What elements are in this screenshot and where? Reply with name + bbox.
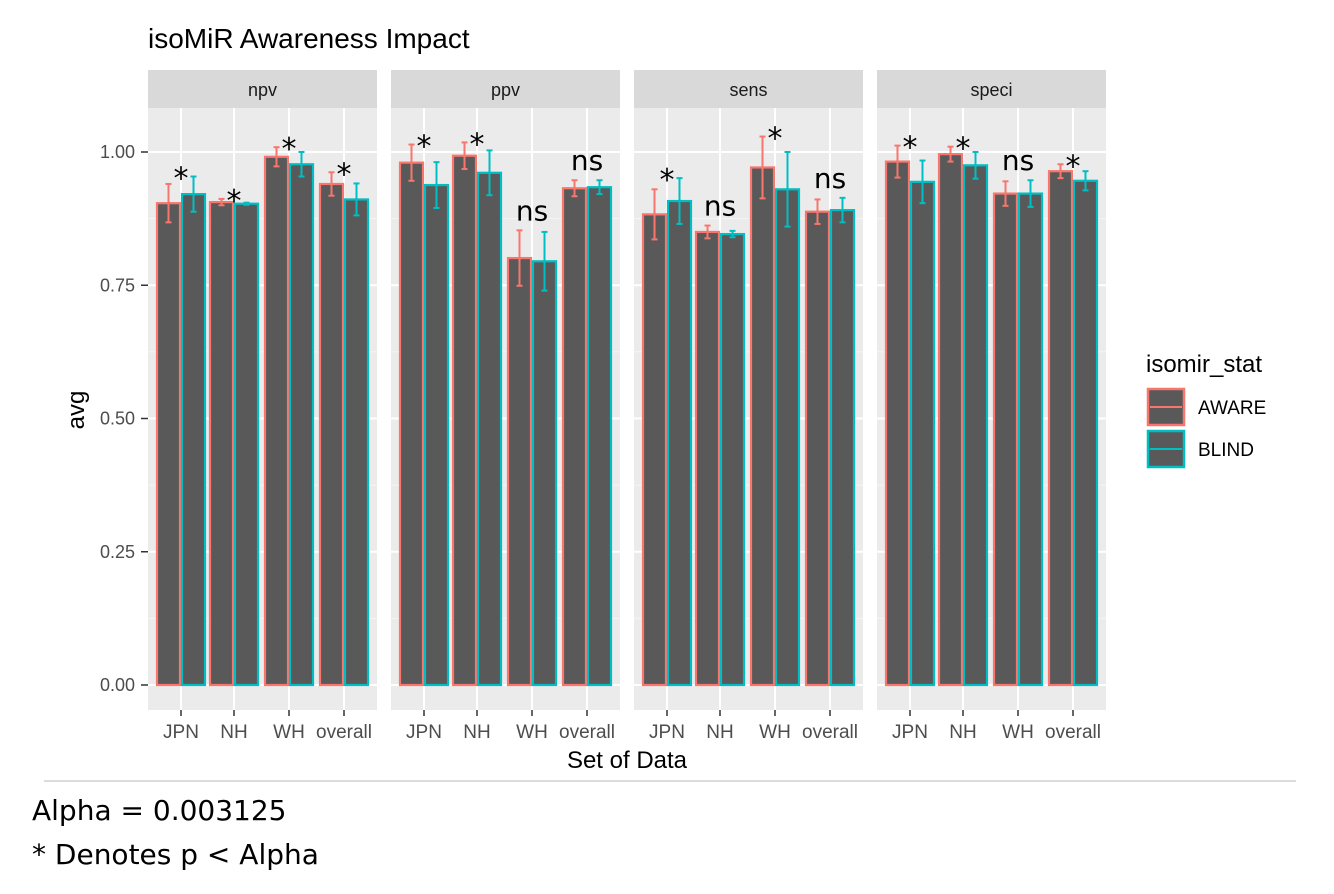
significance-note: * Denotes p < Alpha: [32, 838, 319, 871]
significance-label: ns: [571, 144, 603, 177]
bar-aware: [451, 154, 478, 687]
significance-label: *: [282, 132, 297, 167]
significance-label: *: [417, 130, 432, 165]
bar-blind: [666, 199, 693, 687]
bar-blind: [1072, 179, 1099, 687]
bar-aware: [641, 213, 668, 687]
significance-label: *: [470, 127, 485, 162]
bar-blind: [343, 198, 370, 687]
x-tick-label: WH: [516, 722, 548, 743]
x-tick-label: WH: [273, 722, 305, 743]
bar-blind: [719, 232, 746, 687]
significance-label: *: [1066, 149, 1081, 184]
x-tick-label: NH: [463, 722, 490, 743]
chart-title: isoMiR Awareness Impact: [148, 23, 470, 54]
bar-aware: [749, 166, 776, 687]
x-tick-label: overall: [559, 722, 615, 743]
bar-blind: [774, 188, 801, 687]
significance-label: *: [227, 184, 242, 219]
bar-aware: [937, 153, 964, 687]
bar-aware: [561, 187, 588, 687]
bar-aware: [992, 192, 1019, 687]
bar-aware: [263, 155, 290, 687]
bar-aware: [155, 202, 182, 687]
legend-entry-blind: BLIND: [1146, 429, 1254, 469]
bar-blind: [531, 260, 558, 687]
y-axis-title: avg: [63, 391, 90, 430]
significance-label: *: [768, 122, 783, 157]
y-tick-label: 0.25: [100, 542, 135, 562]
facet-strip-label: npv: [248, 80, 277, 100]
bar-aware: [398, 161, 425, 687]
y-tick-label: 1.00: [100, 142, 135, 162]
y-tick-label: 0.00: [100, 675, 135, 695]
x-tick-label: JPN: [163, 722, 199, 743]
significance-label: ns: [1002, 144, 1034, 177]
panel-sens: sens * ns * ns JPN NH WH overall: [634, 70, 863, 743]
x-tick-label: NH: [706, 722, 733, 743]
y-tick-label: 0.75: [100, 275, 135, 295]
significance-label: ns: [704, 190, 736, 223]
faceted-bar-chart: isoMiR Awareness Impact npv * * * * JPN NH WH ov…: [63, 23, 1266, 774]
significance-label: ns: [814, 162, 846, 195]
bar-aware: [506, 256, 533, 687]
x-tick-label: JPN: [406, 722, 442, 743]
legend: isomir_stat AWARE BLIND: [1146, 351, 1266, 469]
facet-strip-label: speci: [970, 80, 1012, 100]
bar-aware: [694, 230, 721, 687]
legend-title: isomir_stat: [1146, 351, 1262, 378]
bar-blind: [233, 202, 260, 687]
significance-label: *: [174, 162, 189, 197]
legend-label: AWARE: [1198, 398, 1266, 419]
bar-blind: [423, 183, 450, 687]
bar-aware: [208, 201, 235, 687]
legend-label: BLIND: [1198, 440, 1254, 461]
bar-aware: [1047, 170, 1074, 687]
x-tick-label: NH: [949, 722, 976, 743]
significance-label: *: [903, 131, 918, 166]
x-tick-label: WH: [759, 722, 791, 743]
significance-label: *: [956, 132, 971, 167]
panel-speci: speci * * ns * JPN NH WH overall: [877, 70, 1106, 743]
x-tick-label: WH: [1002, 722, 1034, 743]
x-tick-label: overall: [802, 722, 858, 743]
x-tick-label: NH: [220, 722, 247, 743]
facet-strip: [877, 70, 1106, 108]
bar-blind: [476, 171, 503, 687]
bar-blind: [962, 164, 989, 687]
significance-label: *: [337, 157, 352, 192]
x-tick-label: JPN: [892, 722, 928, 743]
facet-strip: [634, 70, 863, 108]
facet-strip: [391, 70, 620, 108]
bar-aware: [318, 182, 345, 687]
bar-blind: [909, 180, 936, 687]
bar-aware: [884, 160, 911, 687]
x-tick-label: overall: [1045, 722, 1101, 743]
bar-blind: [586, 186, 613, 687]
significance-label: ns: [516, 194, 548, 227]
x-tick-label: JPN: [649, 722, 685, 743]
divider: [44, 780, 1296, 782]
bar-blind: [180, 193, 207, 687]
bar-blind: [1017, 192, 1044, 687]
facet-strip: [148, 70, 377, 108]
x-tick-label: overall: [316, 722, 372, 743]
facet-strip-label: sens: [729, 80, 767, 100]
panel-npv: npv * * * * JPN NH WH overall: [148, 70, 377, 743]
legend-entry-aware: AWARE: [1146, 387, 1266, 427]
bar-blind: [288, 163, 315, 687]
x-axis-title: Set of Data: [567, 747, 688, 774]
bar-blind: [829, 208, 856, 687]
y-tick-label: 0.50: [100, 409, 135, 429]
alpha-note: Alpha = 0.003125: [32, 794, 287, 827]
facet-strip-label: ppv: [491, 80, 520, 100]
y-axis: 0.00 0.25 0.50 0.75 1.00: [100, 142, 148, 695]
bar-aware: [804, 210, 831, 687]
significance-label: *: [660, 163, 675, 198]
